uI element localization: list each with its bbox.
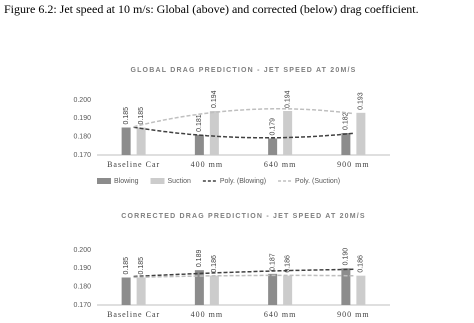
bar — [283, 275, 293, 305]
value-label: 0.194 — [284, 90, 291, 108]
legend-label: Suction — [168, 178, 191, 185]
legend-swatch — [150, 178, 165, 184]
value-label: 0.189 — [196, 250, 203, 268]
value-label: 0.185 — [123, 257, 130, 275]
x-tick-label: Baseline Car — [107, 310, 160, 319]
value-label: 0.179 — [269, 118, 276, 136]
bar — [121, 127, 131, 155]
bar — [341, 268, 351, 305]
y-tick-label: 0.200 — [73, 97, 91, 104]
legend-label: Poly. (Blowing) — [220, 178, 266, 185]
legend-label: Blowing — [114, 178, 139, 185]
bar — [356, 275, 366, 305]
y-tick-label: 0.200 — [73, 247, 91, 254]
x-tick-label: 400 mm — [191, 310, 223, 319]
bar — [356, 112, 366, 155]
bar — [268, 138, 278, 155]
x-tick-label: 640 mm — [264, 310, 296, 319]
value-label: 0.190 — [343, 248, 350, 266]
trendline — [133, 268, 354, 278]
bar — [194, 134, 204, 155]
trendline — [133, 274, 354, 279]
figure-caption: Figure 6.2: Jet speed at 10 m/s: Global … — [4, 2, 419, 16]
value-label: 0.182 — [343, 112, 350, 130]
y-tick-label: 0.190 — [73, 115, 91, 122]
value-label: 0.185 — [123, 107, 130, 125]
value-label: 0.194 — [211, 90, 218, 108]
value-label: 0.185 — [138, 107, 145, 125]
trendline — [133, 126, 354, 139]
bar — [136, 277, 146, 305]
value-label: 0.181 — [196, 114, 203, 132]
y-tick-label: 0.180 — [73, 134, 91, 141]
x-tick-label: Baseline Car — [107, 160, 160, 169]
value-label: 0.186 — [358, 255, 365, 273]
legend-label: Poly. (Suction) — [295, 178, 340, 185]
x-tick-label: 900 mm — [337, 310, 369, 319]
chart-title: GLOBAL DRAG PREDICTION - JET SPEED AT 20… — [130, 67, 356, 74]
y-tick-label: 0.170 — [73, 152, 91, 159]
x-tick-label: 640 mm — [264, 160, 296, 169]
bar — [209, 111, 219, 155]
trendline — [133, 108, 354, 128]
legend-swatch — [97, 178, 111, 184]
value-label: 0.193 — [358, 92, 365, 110]
value-label: 0.185 — [138, 257, 145, 275]
y-tick-label: 0.170 — [73, 302, 91, 309]
bar — [341, 133, 351, 155]
bar — [283, 111, 293, 155]
chart-title: CORRECTED DRAG PREDICTION - JET SPEED AT… — [121, 213, 366, 220]
x-tick-label: 400 mm — [191, 160, 223, 169]
value-label: 0.186 — [211, 255, 218, 273]
x-tick-label: 900 mm — [337, 160, 369, 169]
bar — [121, 277, 131, 305]
value-label: 0.187 — [269, 253, 276, 271]
y-tick-label: 0.180 — [73, 284, 91, 291]
bar — [209, 275, 219, 305]
bar — [194, 270, 204, 305]
bar — [268, 273, 278, 305]
y-tick-label: 0.190 — [73, 265, 91, 272]
bar — [136, 127, 146, 155]
value-label: 0.186 — [284, 255, 291, 273]
